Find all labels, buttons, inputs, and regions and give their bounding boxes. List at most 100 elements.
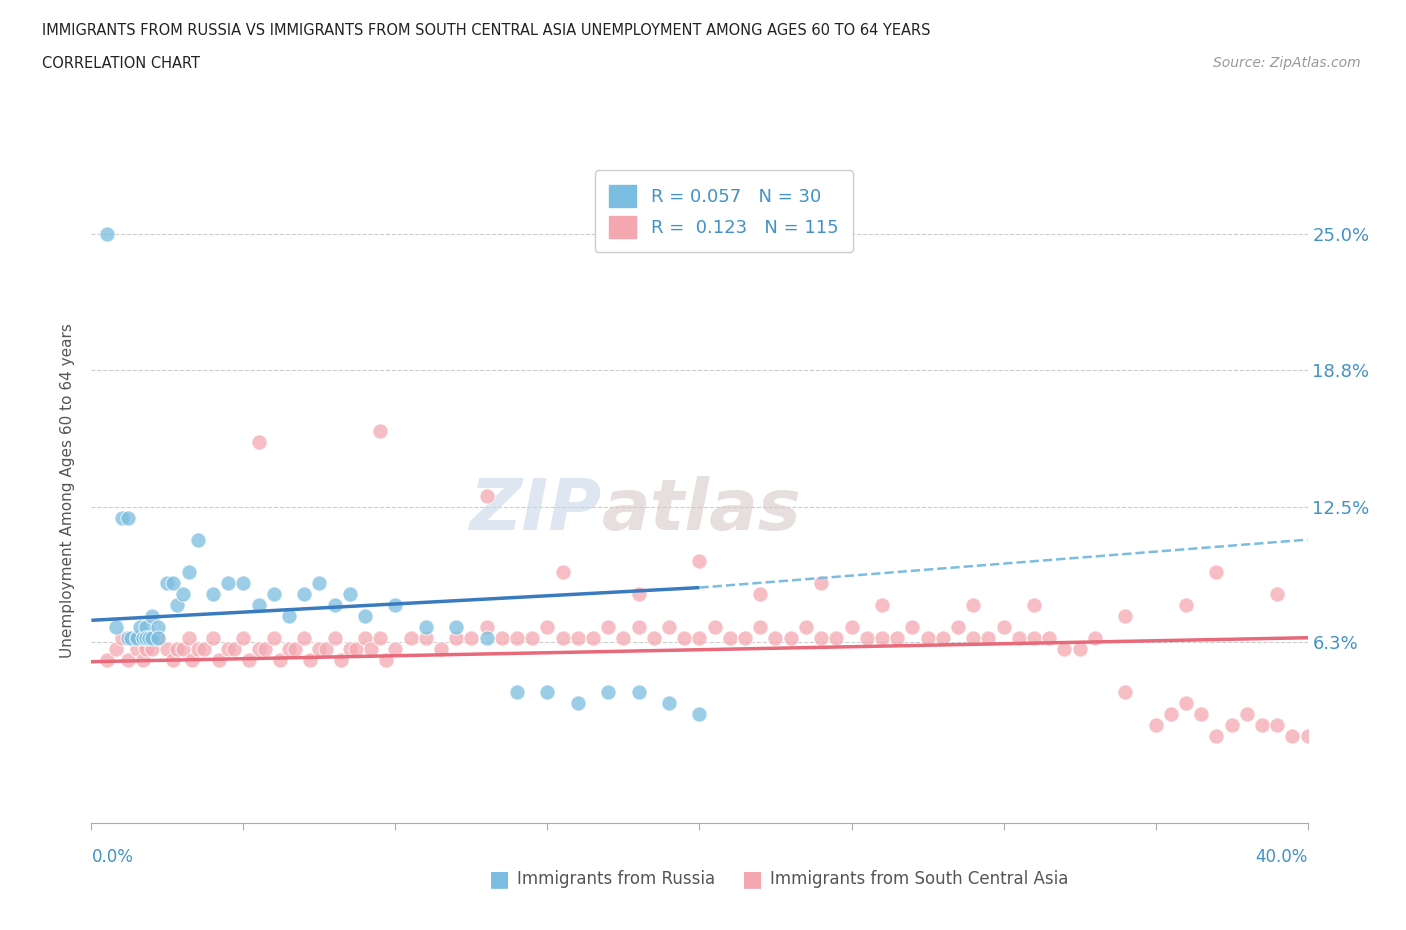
Point <box>125 641 148 656</box>
Text: ■: ■ <box>489 869 509 889</box>
Point <box>1220 718 1243 733</box>
Point <box>415 631 437 645</box>
Point <box>247 598 270 613</box>
Point <box>1174 696 1197 711</box>
Point <box>612 631 634 645</box>
Point <box>125 631 148 645</box>
Point <box>582 631 605 645</box>
Point <box>536 619 558 634</box>
Point <box>522 631 544 645</box>
Text: Source: ZipAtlas.com: Source: ZipAtlas.com <box>1213 56 1361 70</box>
Point <box>1174 598 1197 613</box>
Y-axis label: Unemployment Among Ages 60 to 64 years: Unemployment Among Ages 60 to 64 years <box>60 323 76 658</box>
Point <box>399 631 422 645</box>
Point <box>658 696 681 711</box>
Point <box>148 631 170 645</box>
Point <box>135 631 157 645</box>
Point <box>444 631 467 645</box>
Point <box>567 631 589 645</box>
Point <box>794 619 817 634</box>
Point <box>688 554 710 569</box>
Point <box>141 608 163 623</box>
Point <box>430 641 453 656</box>
Point <box>180 652 202 667</box>
Point <box>1084 631 1107 645</box>
Text: ■: ■ <box>742 869 762 889</box>
Point <box>368 423 391 438</box>
Point <box>148 619 170 634</box>
Point <box>567 696 589 711</box>
Point <box>278 641 301 656</box>
Point <box>177 631 200 645</box>
Point <box>962 631 984 645</box>
Point <box>344 641 367 656</box>
Point <box>263 587 285 602</box>
Point <box>688 631 710 645</box>
Point <box>125 631 148 645</box>
Point <box>917 631 939 645</box>
Point <box>308 576 330 591</box>
Point <box>551 631 574 645</box>
Point <box>643 631 665 645</box>
Point <box>172 641 194 656</box>
Point <box>96 227 118 242</box>
Point <box>749 619 772 634</box>
Point <box>1296 728 1319 743</box>
Point <box>315 641 337 656</box>
Point <box>460 631 482 645</box>
Text: Immigrants from Russia: Immigrants from Russia <box>517 870 716 888</box>
Point <box>749 587 772 602</box>
Point <box>156 641 179 656</box>
Point <box>627 587 650 602</box>
Point <box>855 631 877 645</box>
Point <box>810 576 832 591</box>
Point <box>247 641 270 656</box>
Point <box>217 576 239 591</box>
Point <box>901 619 924 634</box>
Point <box>202 587 225 602</box>
Point <box>187 641 209 656</box>
Point <box>810 631 832 645</box>
Point <box>104 619 127 634</box>
Point <box>1022 598 1045 613</box>
Point <box>129 619 152 634</box>
Point <box>354 608 377 623</box>
Point <box>946 619 969 634</box>
Point <box>536 684 558 699</box>
Point <box>323 631 346 645</box>
Point <box>117 511 139 525</box>
Point <box>232 576 254 591</box>
Text: CORRELATION CHART: CORRELATION CHART <box>42 56 200 71</box>
Point <box>1251 718 1274 733</box>
Point <box>177 565 200 579</box>
Point <box>598 619 620 634</box>
Point <box>329 652 352 667</box>
Point <box>284 641 307 656</box>
Point <box>627 619 650 634</box>
Point <box>232 631 254 645</box>
Point <box>1008 631 1031 645</box>
Point <box>292 631 315 645</box>
Point <box>187 532 209 547</box>
Point <box>627 684 650 699</box>
Point <box>132 652 155 667</box>
Point <box>444 619 467 634</box>
Point <box>1069 641 1091 656</box>
Point <box>703 619 725 634</box>
Point <box>308 641 330 656</box>
Point <box>193 641 215 656</box>
Point <box>993 619 1015 634</box>
Point <box>825 631 848 645</box>
Point <box>870 631 893 645</box>
Point <box>292 587 315 602</box>
Point <box>135 619 157 634</box>
Point <box>148 631 170 645</box>
Point <box>224 641 246 656</box>
Point <box>1144 718 1167 733</box>
Point <box>1281 728 1303 743</box>
Point <box>339 587 361 602</box>
Point <box>156 576 179 591</box>
Point <box>162 576 184 591</box>
Point <box>247 434 270 449</box>
Point <box>734 631 756 645</box>
